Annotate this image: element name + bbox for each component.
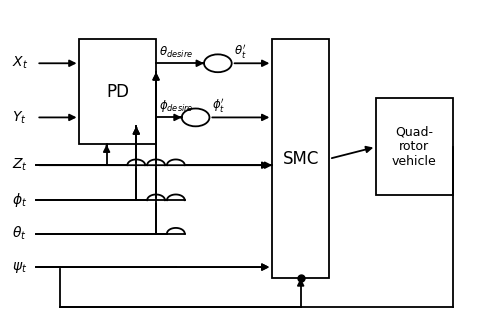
Text: $\phi_t'$: $\phi_t'$ xyxy=(212,96,225,114)
FancyBboxPatch shape xyxy=(272,40,329,278)
Text: $\psi_t$: $\psi_t$ xyxy=(12,260,27,274)
Text: $\phi_{desire}$: $\phi_{desire}$ xyxy=(158,98,193,114)
Text: $\theta_t$: $\theta_t$ xyxy=(12,225,26,242)
Text: $Y_t$: $Y_t$ xyxy=(12,109,26,126)
Text: $X_t$: $X_t$ xyxy=(12,55,28,72)
Text: $\theta_t'$: $\theta_t'$ xyxy=(234,42,247,60)
Text: PD: PD xyxy=(106,83,129,101)
FancyBboxPatch shape xyxy=(376,98,452,195)
Text: SMC: SMC xyxy=(282,150,319,168)
Text: $\phi_t$: $\phi_t$ xyxy=(12,191,27,209)
FancyBboxPatch shape xyxy=(80,40,156,145)
Text: Quad-
rotor
vehicle: Quad- rotor vehicle xyxy=(392,125,437,168)
Text: $Z_t$: $Z_t$ xyxy=(12,157,28,173)
Text: $\theta_{desire}$: $\theta_{desire}$ xyxy=(158,45,192,60)
